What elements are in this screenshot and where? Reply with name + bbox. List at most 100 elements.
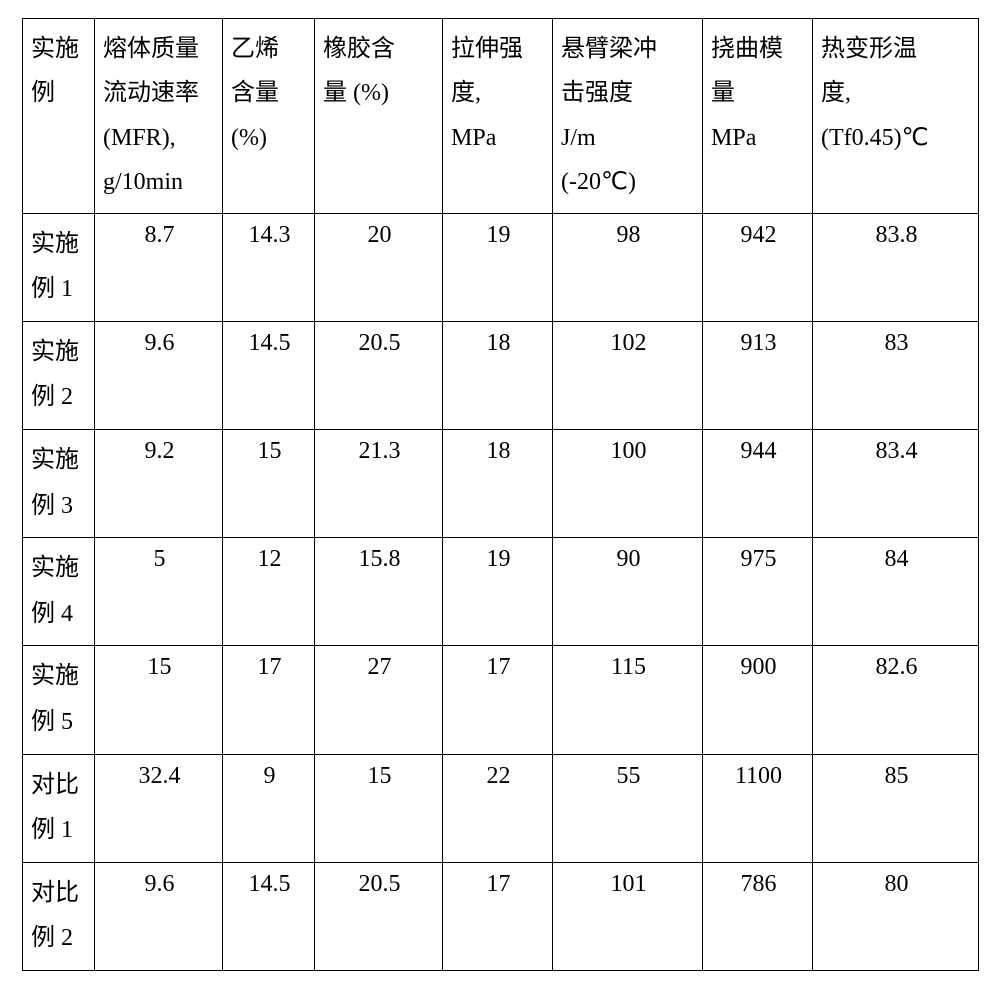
cell-mfr: 32.4	[95, 754, 223, 862]
hdr-text: 度,	[821, 71, 972, 115]
cell-hdt: 85	[813, 754, 979, 862]
cell-ethylene: 17	[223, 646, 315, 754]
row-label: 实施 例 5	[23, 646, 95, 754]
cell-rubber: 20.5	[315, 321, 443, 429]
cell-mfr: 8.7	[95, 213, 223, 321]
cell-hdt: 83.4	[813, 429, 979, 537]
cell-izod: 101	[553, 862, 703, 970]
hdr-text: (Tf0.45)℃	[821, 116, 972, 160]
cell-rubber: 20.5	[315, 862, 443, 970]
cell-izod: 115	[553, 646, 703, 754]
cell-rubber: 20	[315, 213, 443, 321]
hdr-text: 流动速率	[103, 71, 216, 115]
cell-ethylene: 12	[223, 538, 315, 646]
properties-table: 实施 例 熔体质量 流动速率 (MFR), g/10min 乙烯 含量 (%) …	[22, 18, 979, 971]
table-row: 对比 例 2 9.6 14.5 20.5 17 101 786 80	[23, 862, 979, 970]
cell-izod: 55	[553, 754, 703, 862]
cell-mfr: 9.6	[95, 862, 223, 970]
cell-izod: 100	[553, 429, 703, 537]
hdr-text: 含量	[231, 71, 308, 115]
cell-ethylene: 14.5	[223, 321, 315, 429]
cell-flexural: 786	[703, 862, 813, 970]
hdr-text: 量	[711, 71, 806, 115]
hdr-text: 拉伸强	[451, 27, 546, 71]
row-label-text: 例 2	[31, 916, 90, 962]
row-label: 实施 例 4	[23, 538, 95, 646]
hdr-text: 乙烯	[231, 27, 308, 71]
hdr-text: 度,	[451, 71, 546, 115]
cell-rubber: 15	[315, 754, 443, 862]
col-header-rubber: 橡胶含 量 (%)	[315, 19, 443, 214]
cell-hdt: 83.8	[813, 213, 979, 321]
row-label-text: 对比	[31, 871, 90, 917]
row-label-text: 例 1	[31, 267, 90, 313]
cell-tensile: 22	[443, 754, 553, 862]
hdr-text: 实施	[31, 27, 88, 71]
cell-flexural: 975	[703, 538, 813, 646]
hdr-text: 挠曲模	[711, 27, 806, 71]
cell-rubber: 21.3	[315, 429, 443, 537]
table-body: 实施 例 1 8.7 14.3 20 19 98 942 83.8 实施 例 2…	[23, 213, 979, 970]
table-row: 实施 例 1 8.7 14.3 20 19 98 942 83.8	[23, 213, 979, 321]
row-label-text: 实施	[31, 330, 90, 376]
row-label: 对比 例 2	[23, 862, 95, 970]
cell-tensile: 18	[443, 429, 553, 537]
cell-tensile: 19	[443, 213, 553, 321]
cell-hdt: 83	[813, 321, 979, 429]
hdr-text: 熔体质量	[103, 27, 216, 71]
cell-tensile: 17	[443, 646, 553, 754]
cell-hdt: 82.6	[813, 646, 979, 754]
row-label-text: 实施	[31, 546, 90, 592]
table-row: 实施 例 2 9.6 14.5 20.5 18 102 913 83	[23, 321, 979, 429]
col-header-mfr: 熔体质量 流动速率 (MFR), g/10min	[95, 19, 223, 214]
cell-flexural: 944	[703, 429, 813, 537]
hdr-text: 悬臂梁冲	[561, 27, 696, 71]
cell-izod: 90	[553, 538, 703, 646]
cell-mfr: 9.2	[95, 429, 223, 537]
cell-flexural: 913	[703, 321, 813, 429]
row-label-text: 实施	[31, 654, 90, 700]
cell-mfr: 9.6	[95, 321, 223, 429]
table-row: 实施 例 3 9.2 15 21.3 18 100 944 83.4	[23, 429, 979, 537]
cell-rubber: 15.8	[315, 538, 443, 646]
cell-hdt: 84	[813, 538, 979, 646]
hdr-text: 击强度	[561, 71, 696, 115]
hdr-text: g/10min	[103, 160, 216, 204]
hdr-text: 热变形温	[821, 27, 972, 71]
row-label: 实施 例 1	[23, 213, 95, 321]
hdr-text: 橡胶含	[323, 27, 436, 71]
row-label-text: 对比	[31, 763, 90, 809]
col-header-tensile: 拉伸强 度, MPa	[443, 19, 553, 214]
row-label: 实施 例 3	[23, 429, 95, 537]
cell-flexural: 1100	[703, 754, 813, 862]
row-label: 对比 例 1	[23, 754, 95, 862]
row-label: 实施 例 2	[23, 321, 95, 429]
hdr-text: J/m	[561, 116, 696, 160]
row-label-text: 例 3	[31, 484, 90, 530]
table-header-row: 实施 例 熔体质量 流动速率 (MFR), g/10min 乙烯 含量 (%) …	[23, 19, 979, 214]
row-label-text: 例 5	[31, 700, 90, 746]
row-label-text: 例 4	[31, 592, 90, 638]
cell-tensile: 19	[443, 538, 553, 646]
cell-izod: 98	[553, 213, 703, 321]
row-label-text: 实施	[31, 222, 90, 268]
hdr-text: (-20℃)	[561, 160, 696, 204]
table-row: 实施 例 4 5 12 15.8 19 90 975 84	[23, 538, 979, 646]
cell-mfr: 15	[95, 646, 223, 754]
cell-tensile: 17	[443, 862, 553, 970]
table-row: 实施 例 5 15 17 27 17 115 900 82.6	[23, 646, 979, 754]
col-header-izod: 悬臂梁冲 击强度 J/m (-20℃)	[553, 19, 703, 214]
hdr-text: MPa	[451, 116, 546, 160]
hdr-text: 例	[31, 71, 88, 115]
table-row: 对比 例 1 32.4 9 15 22 55 1100 85	[23, 754, 979, 862]
col-header-flexural: 挠曲模 量 MPa	[703, 19, 813, 214]
col-header-ethylene: 乙烯 含量 (%)	[223, 19, 315, 214]
hdr-text: (MFR),	[103, 116, 216, 160]
cell-flexural: 900	[703, 646, 813, 754]
cell-hdt: 80	[813, 862, 979, 970]
cell-izod: 102	[553, 321, 703, 429]
row-label-text: 例 2	[31, 375, 90, 421]
hdr-text: MPa	[711, 116, 806, 160]
cell-rubber: 27	[315, 646, 443, 754]
col-header-example: 实施 例	[23, 19, 95, 214]
